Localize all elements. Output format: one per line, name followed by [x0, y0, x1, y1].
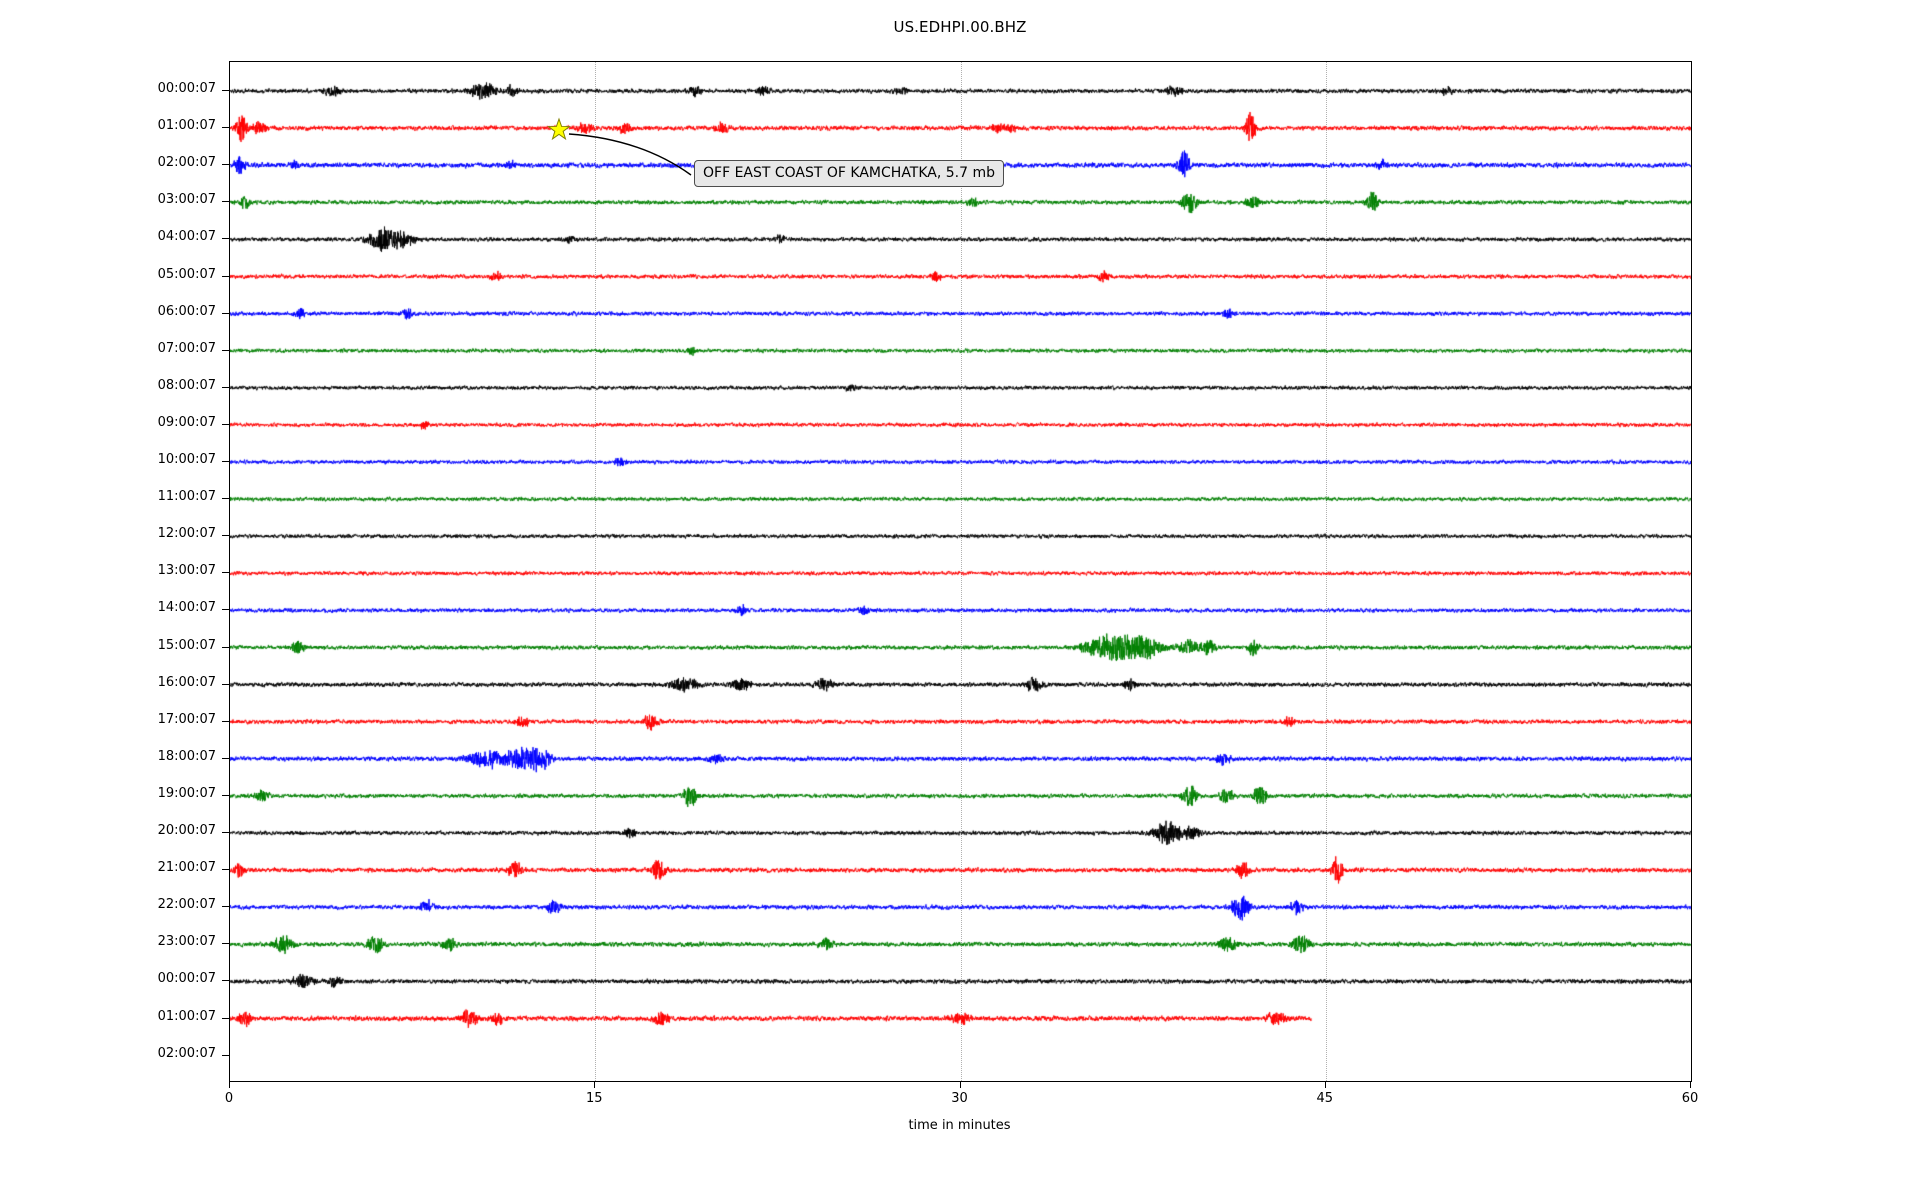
y-tick-mark: [222, 1054, 229, 1056]
x-tick-label: 60: [1681, 1091, 1699, 1106]
y-tick-label: 07:00:07: [157, 340, 216, 356]
y-tick-label: 12:00:07: [157, 526, 216, 542]
y-tick-label: 00:00:07: [157, 971, 216, 987]
x-tick-mark: [1324, 1081, 1326, 1088]
y-tick-mark: [222, 238, 229, 240]
y-tick-mark: [222, 683, 229, 685]
y-tick-label: 02:00:07: [157, 1045, 216, 1061]
y-tick-label: 06:00:07: [157, 303, 216, 319]
y-tick-label: 19:00:07: [157, 785, 216, 801]
y-tick-label: 04:00:07: [157, 229, 216, 245]
y-tick-mark: [222, 609, 229, 611]
y-tick-label: 22:00:07: [157, 897, 216, 913]
y-tick-label: 05:00:07: [157, 266, 216, 282]
y-tick-label: 11:00:07: [157, 489, 216, 505]
event-annotation-label[interactable]: OFF EAST COAST OF KAMCHATKA, 5.7 mb: [694, 160, 1005, 187]
y-tick-label: 03:00:07: [157, 192, 216, 208]
y-tick-mark: [222, 943, 229, 945]
y-tick-label: 20:00:07: [157, 823, 216, 838]
y-tick-mark: [222, 1017, 229, 1019]
y-tick-label: 01:00:07: [157, 1008, 216, 1024]
y-tick-mark: [222, 757, 229, 759]
y-tick-label: 08:00:07: [157, 377, 216, 393]
y-tick-mark: [222, 201, 229, 203]
y-tick-mark: [222, 794, 229, 796]
annotation-leader-line: [568, 133, 692, 176]
y-tick-mark: [222, 312, 229, 314]
y-tick-mark: [222, 980, 229, 982]
x-tick-mark: [229, 1081, 230, 1088]
x-tick-label: 15: [585, 1091, 603, 1106]
y-tick-label: 16:00:07: [157, 674, 216, 690]
y-tick-mark: [222, 349, 229, 351]
y-tick-mark: [222, 720, 229, 722]
x-tick-label: 45: [1316, 1091, 1334, 1106]
y-tick-label: 13:00:07: [157, 563, 216, 579]
annotation-overlay: [547, 117, 692, 176]
y-tick-mark: [222, 646, 229, 648]
y-tick-mark: [222, 386, 229, 388]
y-tick-label: 14:00:07: [157, 600, 216, 616]
y-tick-mark: [222, 832, 229, 833]
x-tick-label: 30: [951, 1091, 968, 1106]
y-tick-mark: [222, 90, 229, 91]
event-star-icon[interactable]: [547, 117, 571, 141]
y-tick-label: 15:00:07: [157, 637, 216, 653]
seismogram-traces: [230, 62, 1691, 1081]
y-tick-label: 23:00:07: [157, 934, 216, 950]
plot-axes: [229, 61, 1692, 1082]
y-tick-label: 10:00:07: [157, 452, 216, 467]
y-tick-label: 17:00:07: [157, 711, 216, 727]
y-tick-label: 01:00:07: [157, 118, 216, 134]
y-tick-mark: [222, 127, 229, 129]
y-tick-mark: [222, 869, 229, 871]
y-tick-label: 02:00:07: [157, 155, 216, 171]
y-tick-label: 09:00:07: [157, 414, 216, 430]
y-tick-label: 21:00:07: [157, 860, 216, 876]
y-tick-mark: [222, 572, 229, 574]
y-tick-label: 00:00:07: [157, 81, 216, 96]
y-tick-label: 18:00:07: [157, 748, 216, 764]
x-axis-label: time in minutes: [908, 1118, 1011, 1133]
x-tick-label: 0: [224, 1091, 234, 1106]
page-title: US.EDHPI.00.BHZ: [893, 18, 1027, 36]
x-tick-mark: [594, 1081, 596, 1088]
y-tick-mark: [222, 535, 229, 537]
y-tick-mark: [222, 164, 229, 166]
x-tick-mark: [959, 1081, 961, 1088]
y-tick-mark: [222, 906, 229, 908]
y-tick-mark: [222, 498, 229, 500]
y-tick-mark: [222, 275, 229, 277]
y-tick-mark: [222, 461, 229, 462]
y-tick-mark: [222, 423, 229, 425]
x-tick-mark: [1690, 1081, 1691, 1088]
